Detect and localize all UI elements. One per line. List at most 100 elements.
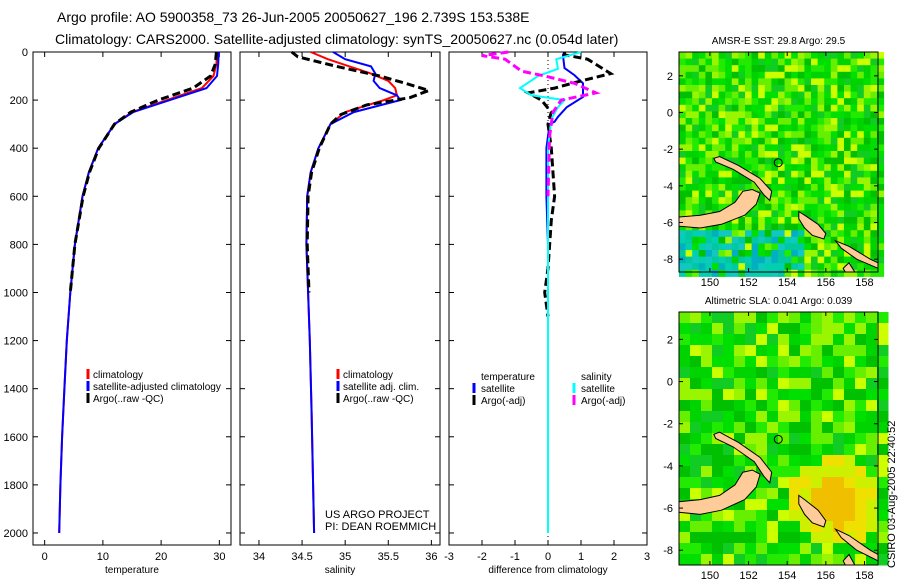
map-cell <box>784 177 792 185</box>
map-cell <box>791 177 799 185</box>
map-cell <box>771 71 779 79</box>
map-cell <box>877 477 889 489</box>
map-cell <box>698 58 706 66</box>
map-cell <box>718 263 726 271</box>
map-cell <box>797 85 805 93</box>
map-cell <box>771 85 779 93</box>
map-cell <box>830 269 838 277</box>
map-cell <box>811 131 819 139</box>
map-cell <box>791 250 799 258</box>
map-cell <box>679 151 687 159</box>
lon-tick-label: 156 <box>817 277 835 289</box>
map-cell <box>705 223 713 231</box>
map-cell <box>866 477 878 489</box>
map-cell <box>712 543 724 555</box>
map-cell <box>767 345 779 357</box>
map-cell <box>712 78 720 86</box>
map-cell <box>866 367 878 379</box>
map-cell <box>679 543 691 555</box>
map-cell <box>705 151 713 159</box>
map-cell <box>738 124 746 132</box>
map-cell <box>817 91 825 99</box>
map-cell <box>811 236 819 244</box>
map-cell <box>731 184 739 192</box>
map-cell <box>811 177 819 185</box>
map-cell <box>863 52 871 60</box>
map-cell <box>877 236 885 244</box>
map-cell <box>767 543 779 555</box>
map-cell <box>705 131 713 139</box>
map-cell <box>822 477 834 489</box>
map-cell <box>690 367 702 379</box>
map-cell <box>778 378 790 390</box>
map-cell <box>771 210 779 218</box>
land-polygon <box>678 469 761 515</box>
map-cell <box>690 477 702 489</box>
map-cell <box>824 118 832 126</box>
map-cell <box>756 312 768 324</box>
map-cell <box>850 210 858 218</box>
map-cell <box>685 230 693 238</box>
map-cell <box>771 118 779 126</box>
map-cell <box>712 444 724 456</box>
map-cell <box>797 131 805 139</box>
map-cell <box>877 65 885 73</box>
map-cell <box>866 455 878 467</box>
map-cell <box>833 477 845 489</box>
map-cell <box>877 144 885 152</box>
map-cell <box>778 477 790 489</box>
map-cell <box>877 334 889 346</box>
map-cell <box>857 177 865 185</box>
map-cell <box>705 269 713 277</box>
map-cell <box>745 263 753 271</box>
map-cell <box>784 131 792 139</box>
map-cell <box>877 177 885 185</box>
map-cell <box>833 510 845 522</box>
map-cell <box>857 230 865 238</box>
map-cell <box>685 256 693 264</box>
plot-frame <box>239 51 441 546</box>
map-cell <box>811 151 819 159</box>
map-cell <box>718 85 726 93</box>
map-cell <box>751 157 759 165</box>
map-cell <box>877 223 885 231</box>
map-cell <box>718 197 726 205</box>
map-cell <box>738 91 746 99</box>
map-cell <box>870 170 878 178</box>
map-cell <box>690 356 702 368</box>
map-cell <box>857 52 865 60</box>
lon-tick-label: 150 <box>701 277 719 289</box>
map-cell <box>833 400 845 412</box>
map-cell <box>800 521 812 533</box>
map-cell <box>850 223 858 231</box>
map-cell <box>837 269 845 277</box>
map-cell <box>751 65 759 73</box>
map-cell <box>712 323 724 335</box>
map-cell <box>698 184 706 192</box>
map-cell <box>679 58 687 66</box>
map-cell <box>723 367 735 379</box>
map-cell <box>718 124 726 132</box>
map-cell <box>679 400 691 412</box>
map-cell <box>811 389 823 401</box>
map-cell <box>718 223 726 231</box>
map-cell <box>718 243 726 251</box>
map-cell <box>824 144 832 152</box>
map-cell <box>830 85 838 93</box>
map-cell <box>698 250 706 258</box>
map-cell <box>797 164 805 172</box>
map-frame <box>678 311 879 566</box>
map-cell <box>844 455 856 467</box>
map-cell <box>804 177 812 185</box>
map-cell <box>866 422 878 434</box>
map-cell <box>863 230 871 238</box>
map-cell <box>685 65 693 73</box>
map-cell <box>745 543 757 555</box>
map-cell <box>850 177 858 185</box>
map-cell <box>797 157 805 165</box>
map-cell <box>679 256 687 264</box>
map-cell <box>855 367 867 379</box>
map-cell <box>857 210 865 218</box>
map-cell <box>789 422 801 434</box>
map-cell <box>811 243 819 251</box>
